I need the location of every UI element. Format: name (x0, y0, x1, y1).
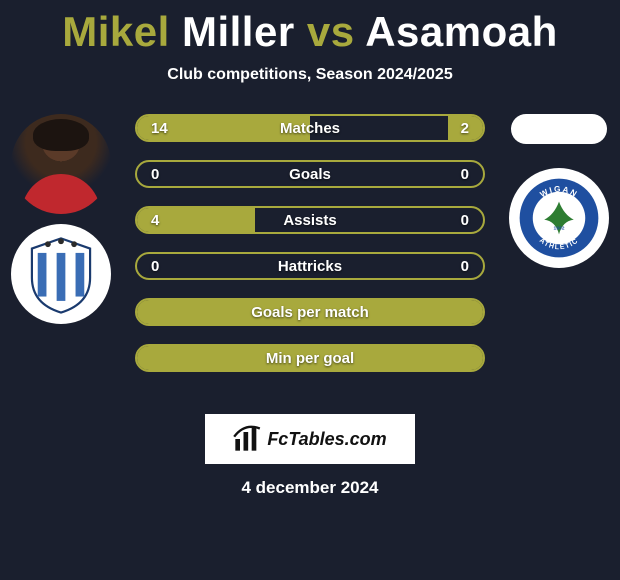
club-badge-icon: WIGAN ATHLETIC 1932 (518, 177, 600, 259)
stat-label: Goals (137, 162, 483, 186)
stat-row: Min per goal (135, 344, 485, 372)
stat-label: Assists (137, 208, 483, 232)
player1-first: Mikel (62, 8, 170, 55)
stat-bars: 142Matches 00Goals 40Assists 00Hattricks Goa… (135, 114, 485, 390)
player1-avatar (11, 114, 111, 214)
player1-club-crest (11, 224, 111, 324)
stat-label: Goals per match (137, 300, 483, 324)
stat-label: Matches (137, 116, 483, 140)
right-column: WIGAN ATHLETIC 1932 (504, 114, 614, 278)
comparison-area: WIGAN ATHLETIC 1932 142Matches 00Goals 40A… (0, 114, 620, 414)
date-text: 4 december 2024 (0, 478, 620, 498)
watermark: FcTables.com (205, 414, 415, 464)
svg-text:1932: 1932 (554, 225, 565, 231)
player2-name: Asamoah (365, 8, 558, 55)
player2-avatar-placeholder (511, 114, 607, 144)
shield-icon (21, 234, 101, 314)
player2-club-crest: WIGAN ATHLETIC 1932 (509, 168, 609, 268)
player1-last: Miller (182, 8, 295, 55)
page-title: Mikel Miller vs Asamoah (0, 0, 620, 56)
left-column (6, 114, 116, 334)
subtitle: Club competitions, Season 2024/2025 (0, 66, 620, 84)
stat-row: 00Hattricks (135, 252, 485, 280)
stat-row: 40Assists (135, 206, 485, 234)
stat-label: Hattricks (137, 254, 483, 278)
bar-chart-icon (233, 425, 261, 453)
stat-row: 142Matches (135, 114, 485, 142)
watermark-text: FcTables.com (267, 429, 386, 450)
vs-word: vs (307, 8, 355, 55)
stat-row: Goals per match (135, 298, 485, 326)
stat-label: Min per goal (137, 346, 483, 370)
stat-row: 00Goals (135, 160, 485, 188)
